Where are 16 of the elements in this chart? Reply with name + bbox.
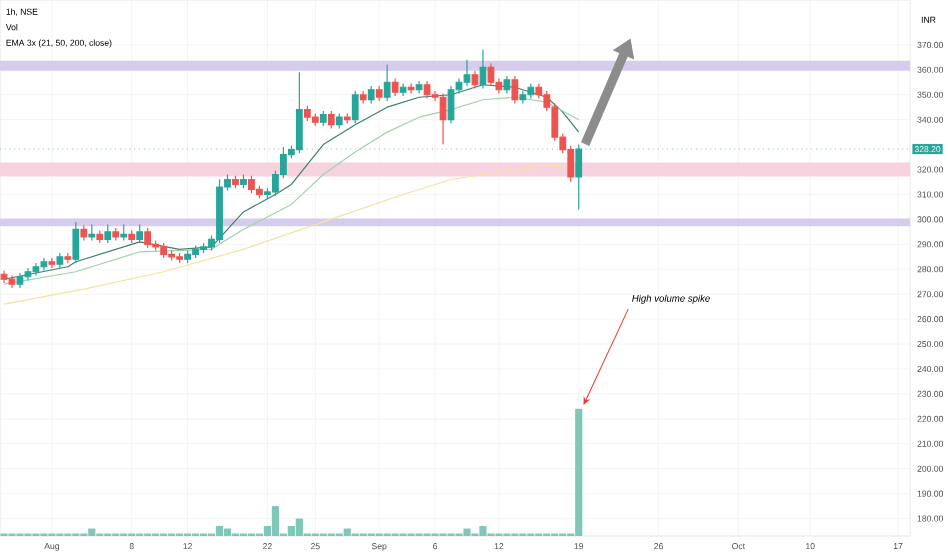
- candlestick: [519, 90, 527, 105]
- candlestick: [48, 257, 56, 269]
- candlestick: [463, 59, 471, 87]
- candlestick: [487, 62, 495, 87]
- candlestick: [32, 262, 40, 277]
- candlestick: [40, 257, 48, 272]
- candlestick: [423, 80, 431, 100]
- candlestick: [112, 227, 120, 242]
- candlestick: [64, 252, 72, 264]
- candlestick: [511, 75, 519, 105]
- candlestick: [391, 77, 399, 97]
- candlestick: [399, 82, 407, 97]
- candlestick: [415, 80, 423, 95]
- candlestick: [503, 75, 511, 95]
- candlestick: [56, 252, 64, 269]
- candlestick: [16, 272, 24, 289]
